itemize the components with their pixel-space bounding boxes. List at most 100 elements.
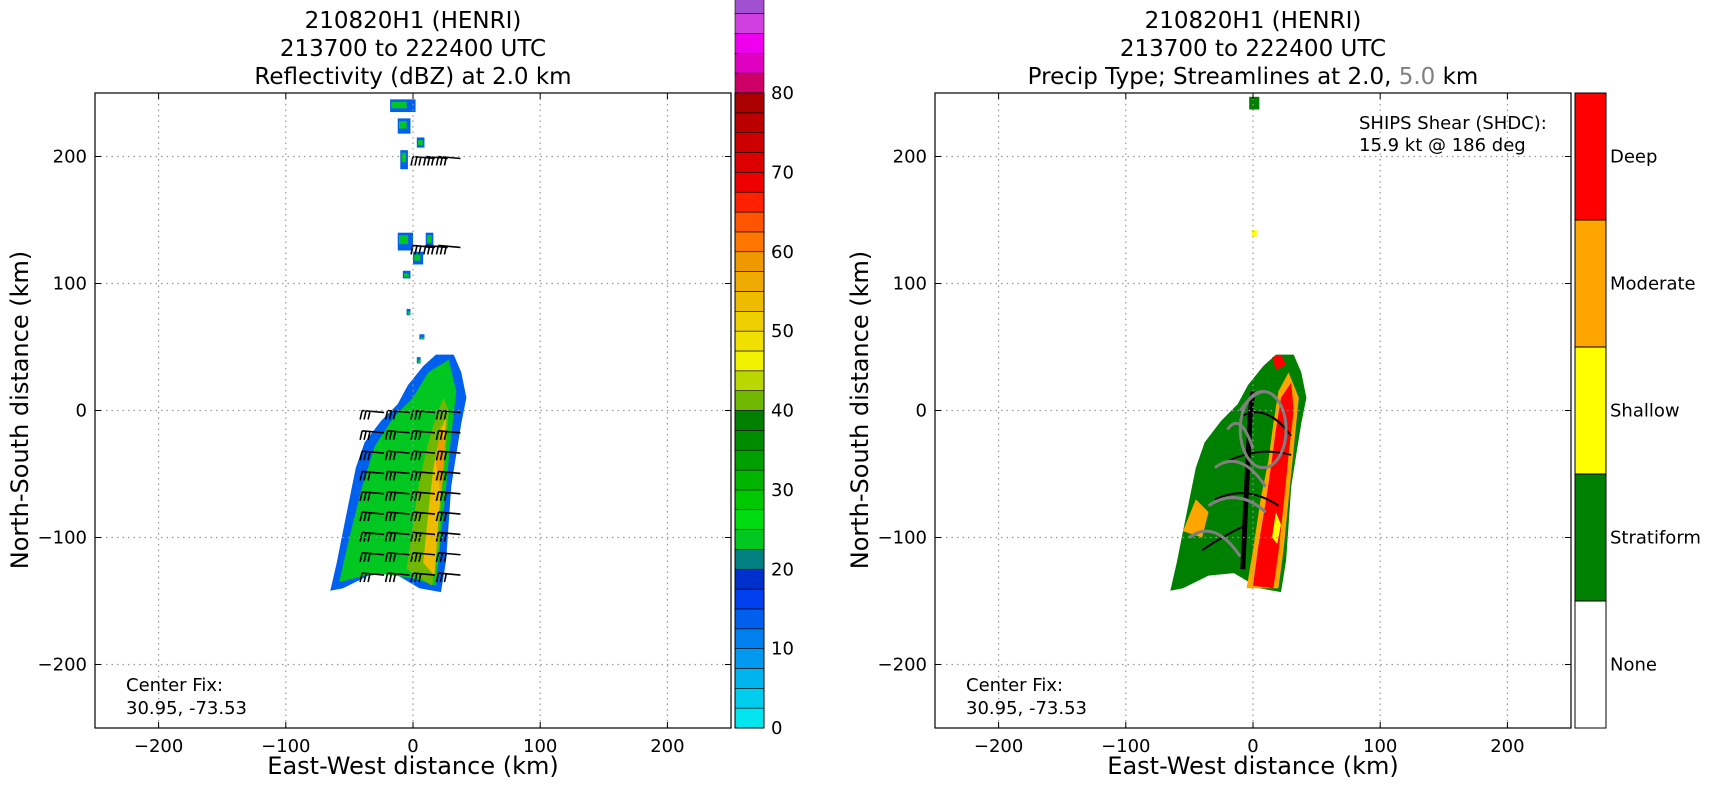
colorbar-swatch [734, 112, 765, 133]
wind-barb-flag [439, 430, 444, 440]
left-x-axis-label: East-West distance (km) [267, 752, 558, 780]
colorbar-swatch [734, 370, 765, 391]
left-x-tick-label: 200 [650, 736, 684, 757]
echo-fragment [426, 235, 432, 243]
wind-barb-flag [414, 552, 418, 562]
wind-barb-flag [410, 245, 414, 255]
right-y-axis-label: North-South distance (km) [846, 251, 874, 570]
colorbar-tick-label: 70 [771, 162, 794, 183]
wind-barb-flag [359, 471, 363, 481]
colorbar-category-label: Shallow [1610, 401, 1680, 422]
wind-barb-flag [388, 511, 393, 522]
colorbar-tick-label: 50 [771, 321, 794, 342]
colorbar-swatch [734, 0, 765, 14]
colorbar-category [1574, 346, 1607, 475]
colorbar-category [1574, 92, 1607, 221]
colorbar-swatch [734, 648, 765, 669]
left-x-tick-label: 100 [523, 736, 557, 757]
wind-barb-flag [430, 156, 435, 166]
colorbar-tick-label: 40 [771, 401, 794, 422]
echo-fragment [391, 101, 407, 109]
colorbar-category [1574, 219, 1607, 348]
right-x-tick-label: 0 [1247, 736, 1258, 757]
echo-fragment [414, 254, 421, 261]
colorbar-swatch [734, 549, 765, 570]
colorbar-swatch [734, 707, 765, 729]
wind-barb-flag [439, 245, 444, 255]
left-y-tick-label: −100 [38, 528, 87, 549]
right-x-tick-label: 200 [1490, 736, 1524, 757]
wind-barb-flag [414, 511, 418, 522]
left-title-line-1: 210820H1 (HENRI) [305, 8, 522, 34]
wind-barb-flag [414, 471, 418, 481]
wind-barb-flag [367, 430, 371, 440]
right-y-tick-label: −200 [878, 655, 927, 676]
echo-fragment [399, 120, 407, 129]
wind-barb-flag [384, 511, 389, 522]
colorbar-swatch [734, 92, 765, 114]
wind-barb-flag [414, 245, 418, 255]
precip-fragment [1251, 230, 1257, 237]
wind-barb-flag [367, 572, 371, 583]
wind-barb-flag [443, 156, 448, 166]
right-x-axis-label: East-West distance (km) [1107, 752, 1398, 780]
precip-type-colorbar: None Stratiform Shallow Moderate Deep [1574, 92, 1701, 729]
wind-barb-flag [388, 552, 393, 562]
left-axes: −200 −100 0 100 200 −200 −100 0 100 200 [38, 93, 731, 757]
colorbar-swatch [734, 310, 765, 332]
echo-fragment [418, 139, 423, 146]
wind-barb-flag [388, 491, 393, 501]
wind-barb-flag [367, 511, 371, 522]
wind-barb-flag [430, 245, 435, 255]
precip-deep-region [1253, 382, 1294, 589]
wind-barb-flag [443, 450, 448, 461]
wind-barb-flag [418, 511, 422, 522]
wind-barb-flag [388, 572, 393, 583]
right-y-tick-label: 0 [916, 401, 927, 422]
precip-shallow-region [1272, 512, 1281, 544]
colorbar-swatch [734, 231, 765, 253]
colorbar-swatch [734, 410, 765, 431]
wind-barb-flag [384, 491, 389, 501]
colorbar-swatch [734, 668, 765, 689]
shear-label: SHIPS Shear (SHDC): [1359, 113, 1547, 134]
wind-barb-flag [435, 156, 440, 166]
wind-barb-flag [414, 450, 418, 461]
wind-barb-flag [392, 552, 397, 562]
left-y-tick-label: 200 [53, 147, 87, 168]
wind-barb-flag [367, 491, 371, 501]
wind-barb-flag [418, 450, 422, 461]
colorbar-swatch [734, 53, 765, 74]
wind-barb-flag [392, 491, 397, 501]
left-title-line-3: Reflectivity (dBZ) at 2.0 km [254, 64, 571, 90]
left-x-tick-label: 0 [407, 736, 418, 757]
colorbar-swatch [734, 529, 765, 550]
right-y-tick-label: −100 [878, 528, 927, 549]
wind-barb-flag [426, 245, 431, 255]
colorbar-swatch [734, 271, 765, 292]
wind-barb-flag [410, 450, 414, 461]
wind-barb-flag [418, 245, 422, 255]
wind-barb-flag [439, 532, 444, 542]
right-title-suffix: km [1435, 64, 1478, 90]
echo-fragment [407, 311, 411, 315]
colorbar-swatch [734, 568, 765, 590]
right-center-fix-value: 30.95, -73.53 [966, 698, 1087, 719]
wind-barb-flag [439, 471, 444, 481]
wind-barb-flag [418, 156, 422, 166]
wind-barb-flag [414, 491, 418, 501]
wind-barb-flag [363, 572, 367, 583]
left-plot-area [330, 99, 467, 593]
right-x-tick-label: −200 [974, 736, 1023, 757]
right-axes: −200 −100 0 100 200 −200 −100 0 100 200 [878, 93, 1571, 757]
wind-barb-flag [363, 410, 367, 420]
wind-barb-flag [418, 491, 422, 501]
colorbar-swatch [734, 291, 765, 312]
wind-barb-flag [410, 511, 414, 522]
wind-barb-flag [410, 572, 414, 583]
colorbar-tick-label: 10 [771, 639, 794, 660]
wind-barb-flag [435, 450, 440, 461]
wind-barb-flag [363, 491, 367, 501]
wind-barb-flag [367, 552, 371, 562]
wind-barb-flag [367, 410, 371, 420]
